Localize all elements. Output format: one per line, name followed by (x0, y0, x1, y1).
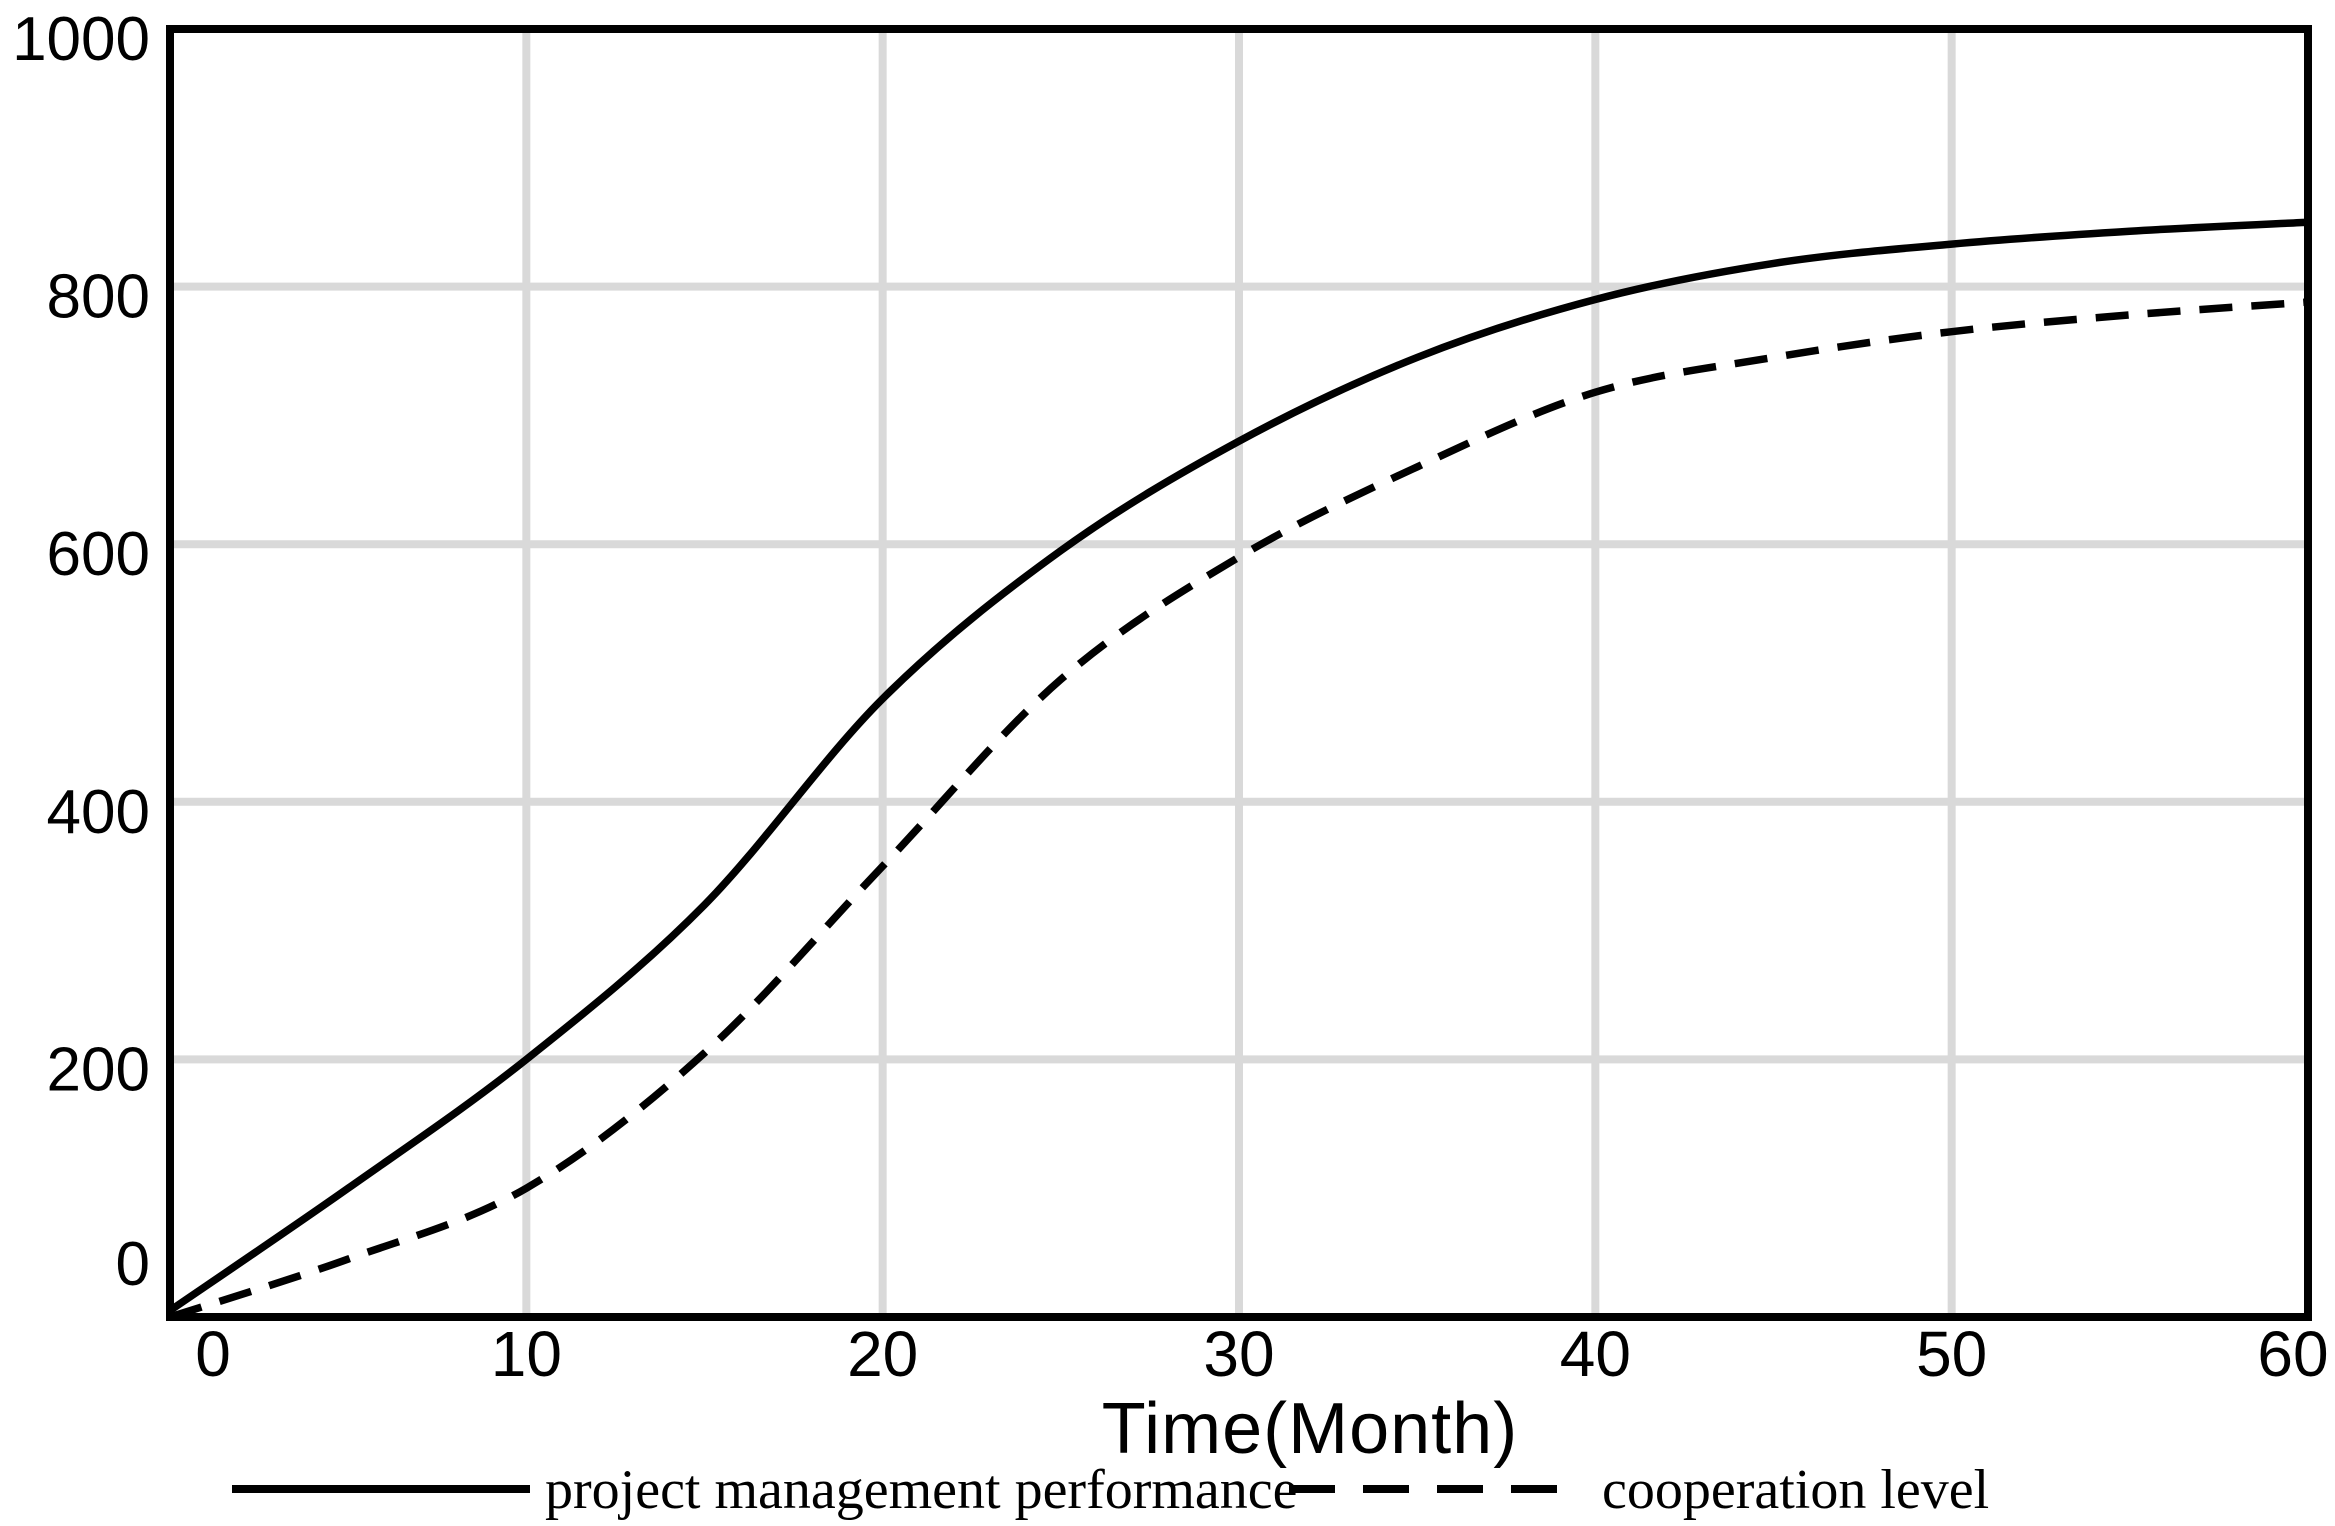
y-tick-label: 400 (47, 778, 150, 847)
x-tick-label: 0 (195, 1318, 231, 1390)
legend-label-series2: cooperation level (1602, 1459, 1990, 1521)
legend-dashed-line-swatch (1289, 1485, 1557, 1493)
plot-border (166, 25, 2312, 1321)
x-tick-label: 30 (1203, 1318, 1274, 1390)
x-tick-label: 20 (847, 1318, 918, 1390)
y-tick-label: 200 (47, 1035, 150, 1104)
x-tick-label: 50 (1916, 1318, 1987, 1390)
legend-label-series1: project management performance (545, 1459, 1298, 1521)
y-tick-label: 600 (47, 520, 150, 589)
series-line-solid (167, 218, 2309, 1314)
y-tick-label: 800 (47, 263, 150, 332)
x-tick-label: 10 (491, 1318, 562, 1390)
x-axis-title: Time(Month) (1101, 1389, 1519, 1469)
x-tick-label: 40 (1560, 1318, 1631, 1390)
y-tick-label: 0 (116, 1230, 150, 1299)
legend-solid-line-swatch (232, 1485, 530, 1493)
x-tick-label: 60 (2257, 1318, 2328, 1390)
y-tick-label: 1000 (12, 5, 150, 74)
series-line-dashed (168, 298, 2309, 1321)
